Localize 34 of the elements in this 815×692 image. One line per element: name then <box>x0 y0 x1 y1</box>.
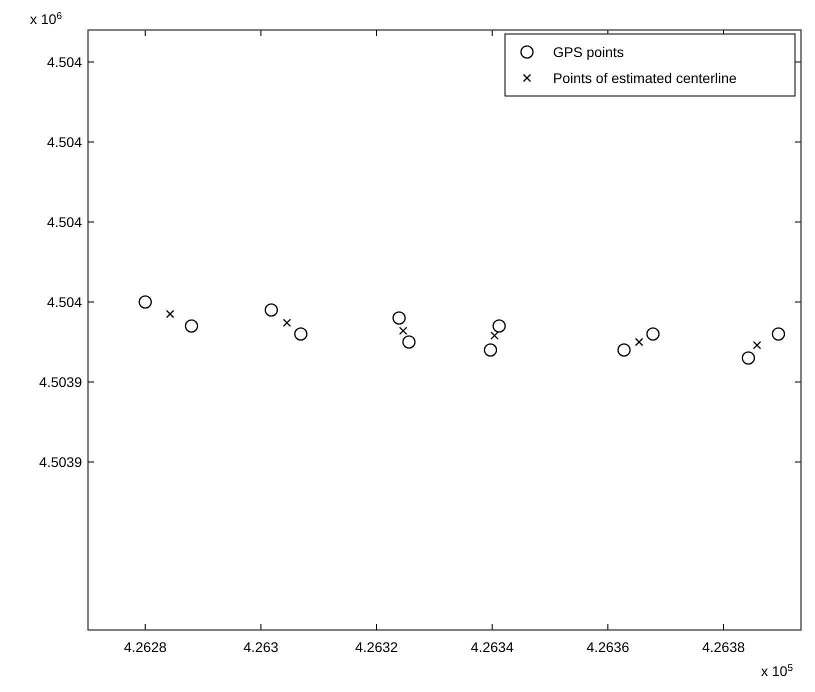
point <box>392 311 406 325</box>
point <box>492 319 506 333</box>
y-tick-label: 4.504 <box>46 294 82 310</box>
point <box>490 331 499 340</box>
y-tick-label: 4.504 <box>46 54 82 70</box>
y-tick-label: 4.504 <box>46 134 82 150</box>
point <box>752 341 762 350</box>
point <box>184 319 198 333</box>
point <box>634 338 644 346</box>
point <box>399 326 408 335</box>
point <box>772 327 786 341</box>
legend-label: Points of estimated centerline <box>553 70 737 86</box>
point <box>282 318 292 327</box>
x-tick-label: 4.2638 <box>702 639 746 655</box>
text: x 10$^{5}$ <box>761 662 794 679</box>
point <box>166 310 174 318</box>
x-tick-label: 4.2636 <box>586 639 630 655</box>
point <box>264 303 278 317</box>
legend-label: GPS points <box>553 44 624 60</box>
point <box>646 327 660 341</box>
point <box>294 327 308 341</box>
x-tick-label: 4.2632 <box>355 639 398 655</box>
point <box>402 335 416 349</box>
y-tick-label: 4.5039 <box>39 454 82 470</box>
x-tick-label: 4.2628 <box>124 639 167 655</box>
point <box>484 343 498 357</box>
text: x 10$^{6}$ <box>30 10 62 27</box>
y-tick-label: 4.504 <box>46 214 82 230</box>
point <box>138 295 152 309</box>
point <box>617 343 631 357</box>
x-tick-label: 4.263 <box>243 639 279 655</box>
x-tick-label: 4.2634 <box>470 639 514 655</box>
point <box>742 351 756 365</box>
y-tick-label: 4.5039 <box>39 374 82 390</box>
